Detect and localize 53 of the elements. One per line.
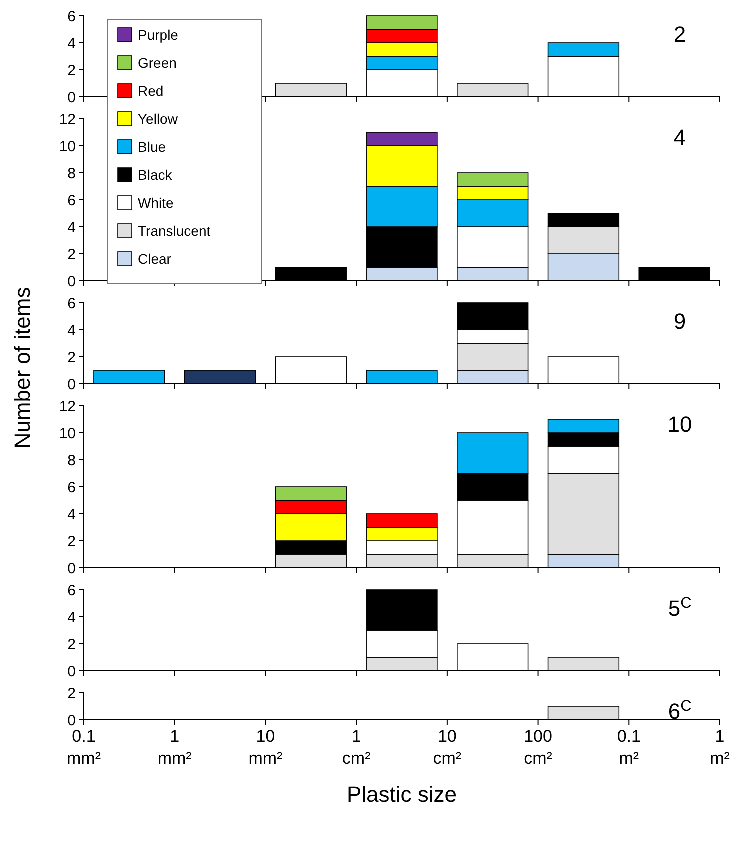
y-tick-label: 12 [59, 398, 76, 416]
y-tick-label: 2 [68, 349, 76, 366]
legend-label: Translucent [138, 222, 211, 239]
y-tick-label: 2 [68, 685, 76, 702]
y-tick-label: 10 [59, 425, 76, 442]
y-tick-label: 0 [68, 376, 76, 394]
y-tick-label: 2 [68, 636, 76, 654]
y-tick-label: 2 [68, 62, 76, 80]
y-tick-label: 6 [68, 295, 76, 312]
y-tick-label: 0 [68, 663, 76, 680]
legend-label: Red [138, 82, 164, 99]
x-tick-label: 0.1 m² [617, 727, 641, 768]
y-tick-label: 4 [68, 35, 76, 52]
y-tick-label: 0 [68, 273, 76, 290]
legend-label: Blue [138, 138, 166, 155]
y-tick-label: 2 [68, 533, 76, 550]
x-tick-label: 100 cm² [524, 727, 553, 768]
y-axis-title: Number of items [10, 287, 35, 449]
chart-title: 5$^{C}$ [668, 594, 692, 621]
legend-label: Green [138, 54, 177, 71]
y-tick-label: 0 [68, 89, 76, 106]
y-tick-label: 4 [68, 609, 76, 626]
y-tick-label: 4 [68, 322, 76, 340]
chart-title: 6$^{C}$ [668, 698, 692, 724]
y-tick-label: 10 [59, 138, 76, 156]
legend-label: Purple [138, 26, 179, 43]
y-tick-label: 6 [68, 8, 76, 26]
chart-title: 4 [674, 125, 686, 150]
y-tick-label: 12 [59, 111, 76, 128]
chart-title: 9 [674, 309, 686, 334]
chart-title: 10 [668, 412, 692, 437]
y-tick-label: 0 [68, 560, 76, 578]
x-tick-label: 10 cm² [433, 727, 462, 768]
y-tick-label: 6 [68, 192, 76, 210]
x-tick-label: 0.1 mm² [67, 727, 102, 768]
y-tick-label: 0 [68, 712, 76, 730]
y-tick-label: 2 [68, 246, 76, 264]
y-tick-label: 8 [68, 452, 76, 470]
x-tick-label: 1 mm² [158, 727, 192, 768]
y-tick-label: 4 [68, 219, 76, 236]
y-tick-label: 6 [68, 582, 76, 600]
x-axis-title: Plastic size [346, 782, 458, 807]
chart-title: 2 [674, 22, 686, 47]
legend-label: White [138, 194, 174, 211]
y-tick-label: 8 [68, 165, 76, 182]
x-tick-label: 1 cm² [342, 727, 372, 768]
legend-label: Clear [138, 250, 172, 267]
y-tick-label: 4 [68, 506, 76, 524]
legend-label: Black [138, 166, 174, 183]
y-tick-label: 6 [68, 479, 76, 496]
legend-label: Yellow [138, 110, 179, 127]
x-tick-label: 10 mm² [248, 727, 284, 768]
x-tick-label: 1 m² [710, 727, 730, 768]
